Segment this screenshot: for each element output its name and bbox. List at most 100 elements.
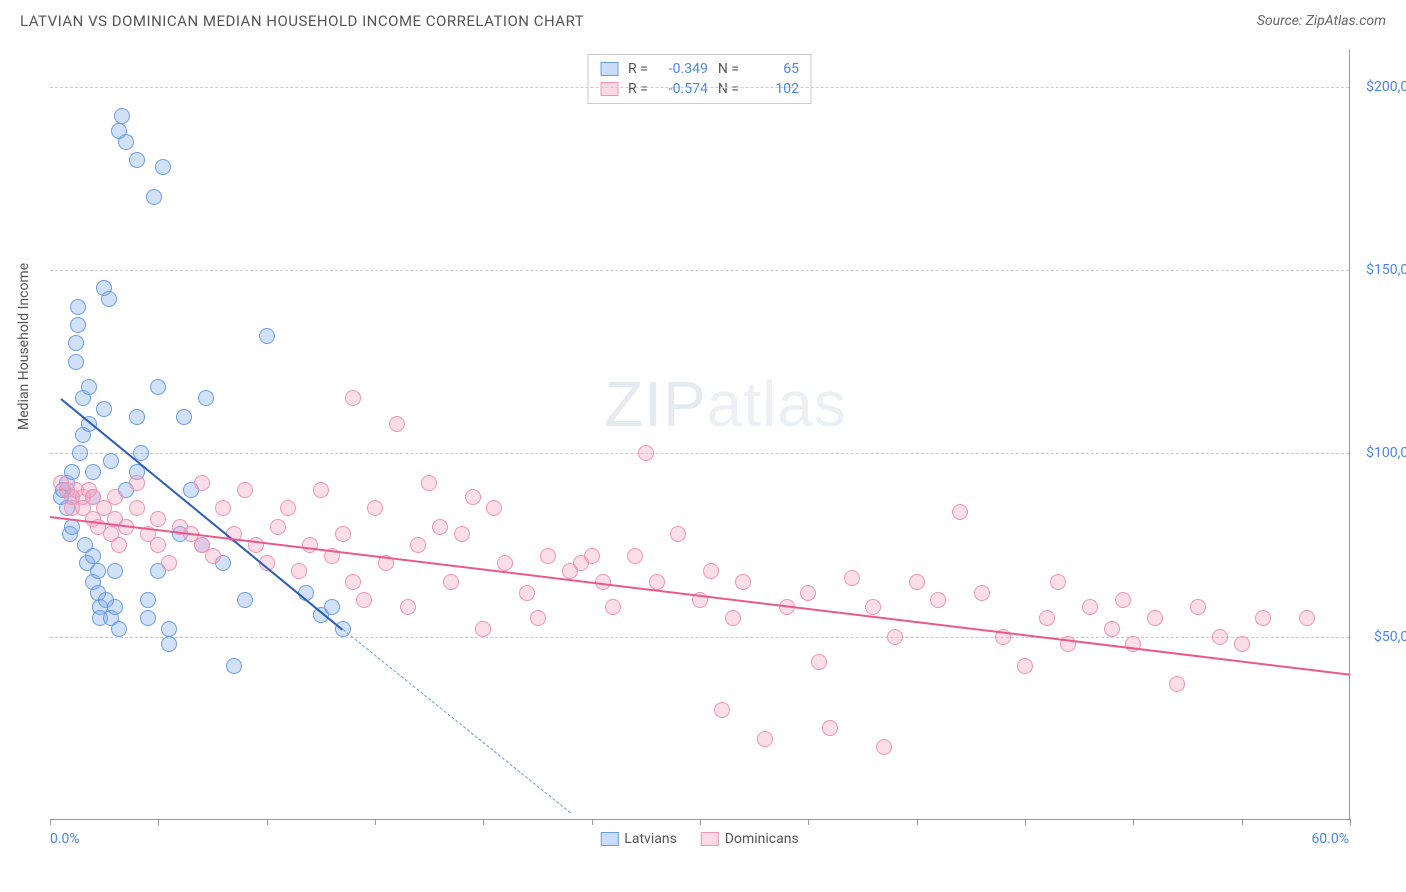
scatter-chart: ZIPatlas R = -0.349 N = 65 R = -0.574 N … [50, 50, 1350, 820]
trend-line-s1 [342, 629, 570, 813]
x-tick [592, 819, 593, 825]
data-point-s2 [129, 475, 145, 491]
data-point-s2 [876, 739, 892, 755]
data-point-s1 [107, 599, 123, 615]
data-point-s2 [432, 519, 448, 535]
data-point-s2 [356, 592, 372, 608]
data-point-s1 [111, 621, 127, 637]
data-point-s2 [952, 504, 968, 520]
x-tick [1133, 819, 1134, 825]
data-point-s2 [844, 570, 860, 586]
data-point-s1 [72, 445, 88, 461]
x-tick [700, 819, 701, 825]
watermark-bold: ZIP [604, 368, 707, 440]
data-point-s2 [1115, 592, 1131, 608]
data-point-s1 [129, 409, 145, 425]
data-point-s2 [345, 390, 361, 406]
y-tick-label: $50,000 [1354, 629, 1406, 645]
data-point-s2 [909, 574, 925, 590]
data-point-s1 [85, 548, 101, 564]
data-point-s2 [215, 500, 231, 516]
data-point-s2 [540, 548, 556, 564]
source-name: ZipAtlas.com [1306, 13, 1386, 29]
data-point-s1 [140, 592, 156, 608]
data-point-s1 [129, 152, 145, 168]
data-point-s2 [735, 574, 751, 590]
x-tick [1025, 819, 1026, 825]
data-point-s2 [1082, 599, 1098, 615]
data-point-s2 [291, 563, 307, 579]
data-point-s2 [811, 654, 827, 670]
n-label: N = [718, 61, 739, 77]
data-point-s2 [367, 500, 383, 516]
r-value: -0.574 [658, 81, 708, 97]
data-point-s2 [465, 489, 481, 505]
data-point-s2 [519, 585, 535, 601]
data-point-s1 [101, 291, 117, 307]
data-point-s2 [302, 537, 318, 553]
series-legend: Latvians Dominicans [600, 831, 798, 847]
data-point-s2 [205, 548, 221, 564]
data-point-s2 [584, 548, 600, 564]
data-point-s2 [270, 519, 286, 535]
x-tick [1242, 819, 1243, 825]
data-point-s2 [111, 537, 127, 553]
data-point-s1 [324, 599, 340, 615]
data-point-s2 [638, 445, 654, 461]
legend-label: Latvians [624, 831, 677, 847]
legend-item: Dominicans [701, 831, 799, 847]
r-label: R = [628, 61, 648, 77]
chart-source: Source: ZipAtlas.com [1257, 13, 1386, 29]
data-point-s2 [345, 574, 361, 590]
y-tick-label: $150,000 [1354, 262, 1406, 278]
data-point-s2 [335, 526, 351, 542]
data-point-s1 [68, 335, 84, 351]
data-point-s1 [68, 354, 84, 370]
data-point-s2 [150, 511, 166, 527]
swatch-latvians [600, 62, 618, 76]
data-point-s2 [1050, 574, 1066, 590]
x-tick [808, 819, 809, 825]
data-point-s2 [714, 702, 730, 718]
data-point-s2 [410, 537, 426, 553]
data-point-s2 [649, 574, 665, 590]
x-tick [1350, 819, 1351, 825]
gridline [50, 270, 1349, 271]
gridline [50, 453, 1349, 454]
data-point-s1 [259, 328, 275, 344]
data-point-s2 [930, 592, 946, 608]
data-point-s2 [627, 548, 643, 564]
data-point-s2 [530, 610, 546, 626]
watermark: ZIPatlas [604, 367, 847, 441]
data-point-s1 [226, 658, 242, 674]
data-point-s1 [96, 401, 112, 417]
r-label: R = [628, 81, 648, 97]
data-point-s2 [161, 555, 177, 571]
data-point-s2 [389, 416, 405, 432]
data-point-s2 [1212, 629, 1228, 645]
data-point-s2 [800, 585, 816, 601]
data-point-s2 [1169, 676, 1185, 692]
x-tick [917, 819, 918, 825]
data-point-s1 [81, 379, 97, 395]
data-point-s1 [114, 108, 130, 124]
data-point-s2 [421, 475, 437, 491]
data-point-s2 [475, 621, 491, 637]
data-point-s2 [443, 574, 459, 590]
source-label: Source: [1257, 13, 1302, 29]
data-point-s1 [118, 134, 134, 150]
x-tick [158, 819, 159, 825]
data-point-s1 [176, 409, 192, 425]
data-point-s2 [1017, 658, 1033, 674]
data-point-s2 [1147, 610, 1163, 626]
legend-label: Dominicans [725, 831, 799, 847]
data-point-s1 [107, 563, 123, 579]
watermark-thin: atlas [707, 368, 847, 440]
data-point-s2 [107, 489, 123, 505]
data-point-s2 [757, 731, 773, 747]
data-point-s2 [1104, 621, 1120, 637]
data-point-s2 [1255, 610, 1271, 626]
data-point-s2 [129, 500, 145, 516]
data-point-s1 [150, 379, 166, 395]
x-axis-max: 60.0% [1311, 831, 1349, 847]
